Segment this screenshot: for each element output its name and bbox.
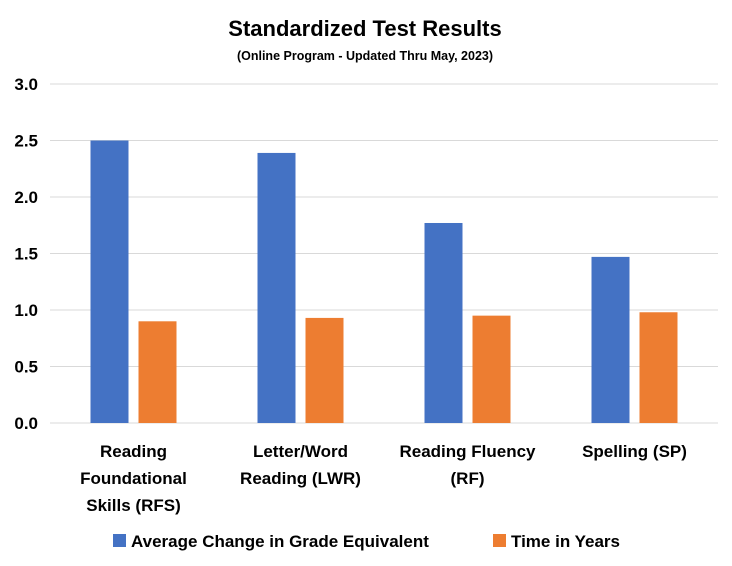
bar-avg-change: [257, 152, 296, 423]
category-label: Spelling (SP): [582, 442, 687, 461]
category-label: Foundational: [80, 469, 187, 488]
legend-label: Average Change in Grade Equivalent: [131, 532, 429, 551]
bar-time-in-years: [305, 317, 344, 423]
y-tick-label: 3.0: [14, 75, 38, 94]
chart-subtitle: (Online Program - Updated Thru May, 2023…: [237, 49, 493, 63]
y-tick-label: 2.0: [14, 188, 38, 207]
category-label: Reading: [100, 442, 167, 461]
chart-title: Standardized Test Results: [228, 16, 501, 41]
y-axis-ticks: 0.0 0.5 1.0 1.5 2.0 2.5 3.0: [14, 75, 38, 433]
legend-swatch: [493, 534, 506, 547]
bar-avg-change: [424, 222, 463, 423]
bar-avg-change: [90, 140, 129, 423]
legend: Average Change in Grade Equivalent Time i…: [113, 532, 620, 551]
category-label: Letter/Word: [253, 442, 348, 461]
bar-time-in-years: [472, 315, 511, 423]
category-label: Reading Fluency: [399, 442, 536, 461]
category-label: Reading (LWR): [240, 469, 361, 488]
y-tick-label: 0.5: [14, 358, 38, 377]
y-tick-label: 0.0: [14, 414, 38, 433]
bars: [90, 140, 678, 423]
legend-label: Time in Years: [511, 532, 620, 551]
bar-time-in-years: [639, 312, 678, 423]
legend-swatch: [113, 534, 126, 547]
category-label: Skills (RFS): [86, 496, 180, 515]
category-label: (RF): [451, 469, 485, 488]
y-tick-label: 2.5: [14, 132, 38, 151]
x-axis-categories: Reading Foundational Skills (RFS) Letter/Wo…: [80, 442, 687, 515]
bar-time-in-years: [138, 321, 177, 423]
y-tick-label: 1.5: [14, 245, 38, 264]
y-tick-label: 1.0: [14, 301, 38, 320]
bar-avg-change: [591, 256, 630, 423]
